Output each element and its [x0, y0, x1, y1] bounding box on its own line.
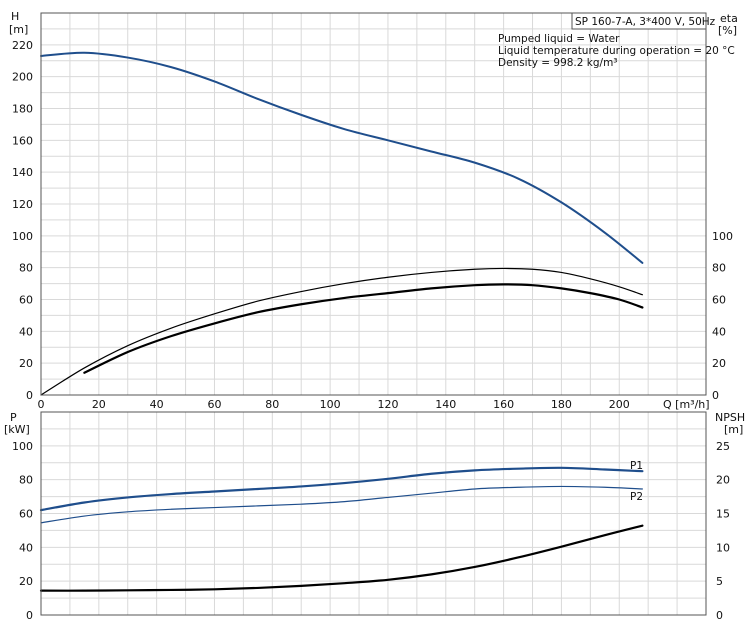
x-axis-label: Q [m³/h]	[663, 398, 710, 411]
npsh-tick-label: 10	[716, 541, 730, 554]
bottom-panel-frame	[40, 411, 707, 616]
top-right-axis-label-line1: eta	[720, 12, 738, 25]
top-right-axis-label-line2: [%]	[718, 24, 737, 37]
eta-curve-thick	[83, 283, 644, 374]
npsh-tick-label: 20	[716, 474, 730, 487]
x-tick-label: 60	[207, 398, 221, 411]
bottom-panel-curves	[39, 466, 644, 592]
x-tick-label: 20	[92, 398, 106, 411]
bottom-left-axis-label-line1: P	[10, 411, 17, 424]
chart-title: SP 160-7-A, 3*400 V, 50Hz	[575, 16, 716, 28]
npsh-tick-label: 25	[716, 440, 730, 453]
head-tick-label: 100	[12, 230, 33, 243]
eta-tick-label: 100	[712, 230, 733, 243]
bottom-panel-ticks: 0 20 40 60 80 100 0 5 10 15 20 25	[12, 440, 730, 622]
series-label-p2: P2	[630, 491, 643, 503]
bottom-right-axis-label-line2: [m]	[724, 423, 743, 436]
power-tick-label: 20	[19, 575, 33, 588]
top-left-axis-label-line1: H	[11, 10, 19, 23]
head-tick-label: 40	[19, 325, 33, 338]
head-tick-label: 0	[26, 389, 33, 402]
npsh-curve	[39, 524, 644, 592]
power-tick-label: 100	[12, 440, 33, 453]
head-tick-label: 180	[12, 103, 33, 116]
bottom-left-axis-label-line2: [kW]	[4, 423, 30, 436]
title-box	[571, 12, 707, 30]
eta-tick-label: 60	[712, 294, 726, 307]
series-label-p1: P1	[630, 460, 643, 472]
head-tick-label: 220	[12, 39, 33, 52]
head-tick-label: 160	[12, 134, 33, 147]
top-panel-ticks: 0 20 40 60 80 100 120 140 160 180 2000204060801001…	[12, 39, 733, 411]
top-left-axis-label-line2: [m]	[9, 23, 28, 36]
npsh-tick-label: 15	[716, 508, 730, 521]
head-tick-label: 200	[12, 71, 33, 84]
x-tick-label: 80	[265, 398, 279, 411]
head-tick-label: 20	[19, 357, 33, 370]
eta-tick-label: 40	[712, 325, 726, 338]
annotation-density: Density = 998.2 kg/m³	[498, 57, 618, 69]
head-tick-label: 140	[12, 166, 33, 179]
head-tick-label: 120	[12, 198, 33, 211]
x-tick-label: 140	[435, 398, 456, 411]
eta-curve-thin	[40, 267, 643, 396]
power-tick-label: 40	[19, 541, 33, 554]
annotation-liquid-temperature: Liquid temperature during operation = 20…	[498, 45, 735, 57]
eta-tick-label: 0	[712, 389, 719, 402]
x-tick-label: 160	[493, 398, 514, 411]
top-panel-curves	[40, 51, 644, 396]
top-panel-frame	[40, 12, 707, 396]
p2-curve	[40, 485, 643, 524]
eta-tick-label: 20	[712, 357, 726, 370]
bottom-panel-grid	[41, 412, 706, 615]
npsh-tick-label: 5	[716, 575, 723, 588]
head-curve	[40, 51, 644, 264]
p1-curve	[39, 466, 644, 512]
x-tick-label: 100	[320, 398, 341, 411]
power-tick-label: 80	[19, 474, 33, 487]
x-tick-label: 0	[38, 398, 45, 411]
x-tick-label: 200	[609, 398, 630, 411]
bottom-right-axis-label-line1: NPSH	[715, 411, 745, 424]
head-tick-label: 80	[19, 262, 33, 275]
eta-tick-label: 80	[712, 262, 726, 275]
power-tick-label: 60	[19, 508, 33, 521]
x-tick-label: 180	[551, 398, 572, 411]
npsh-tick-label: 0	[716, 609, 723, 622]
top-panel-grid	[41, 13, 706, 395]
x-tick-label: 40	[150, 398, 164, 411]
head-tick-label: 60	[19, 294, 33, 307]
x-tick-label: 120	[377, 398, 398, 411]
power-tick-label: 0	[26, 609, 33, 622]
annotation-pumped-liquid: Pumped liquid = Water	[498, 33, 620, 45]
